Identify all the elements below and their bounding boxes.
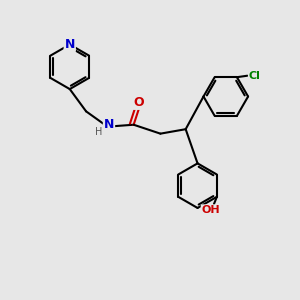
- Text: H: H: [95, 127, 102, 136]
- Text: O: O: [134, 96, 144, 109]
- Text: N: N: [64, 38, 75, 51]
- Text: Cl: Cl: [249, 71, 261, 81]
- Text: N: N: [104, 118, 114, 130]
- Text: OH: OH: [202, 205, 220, 215]
